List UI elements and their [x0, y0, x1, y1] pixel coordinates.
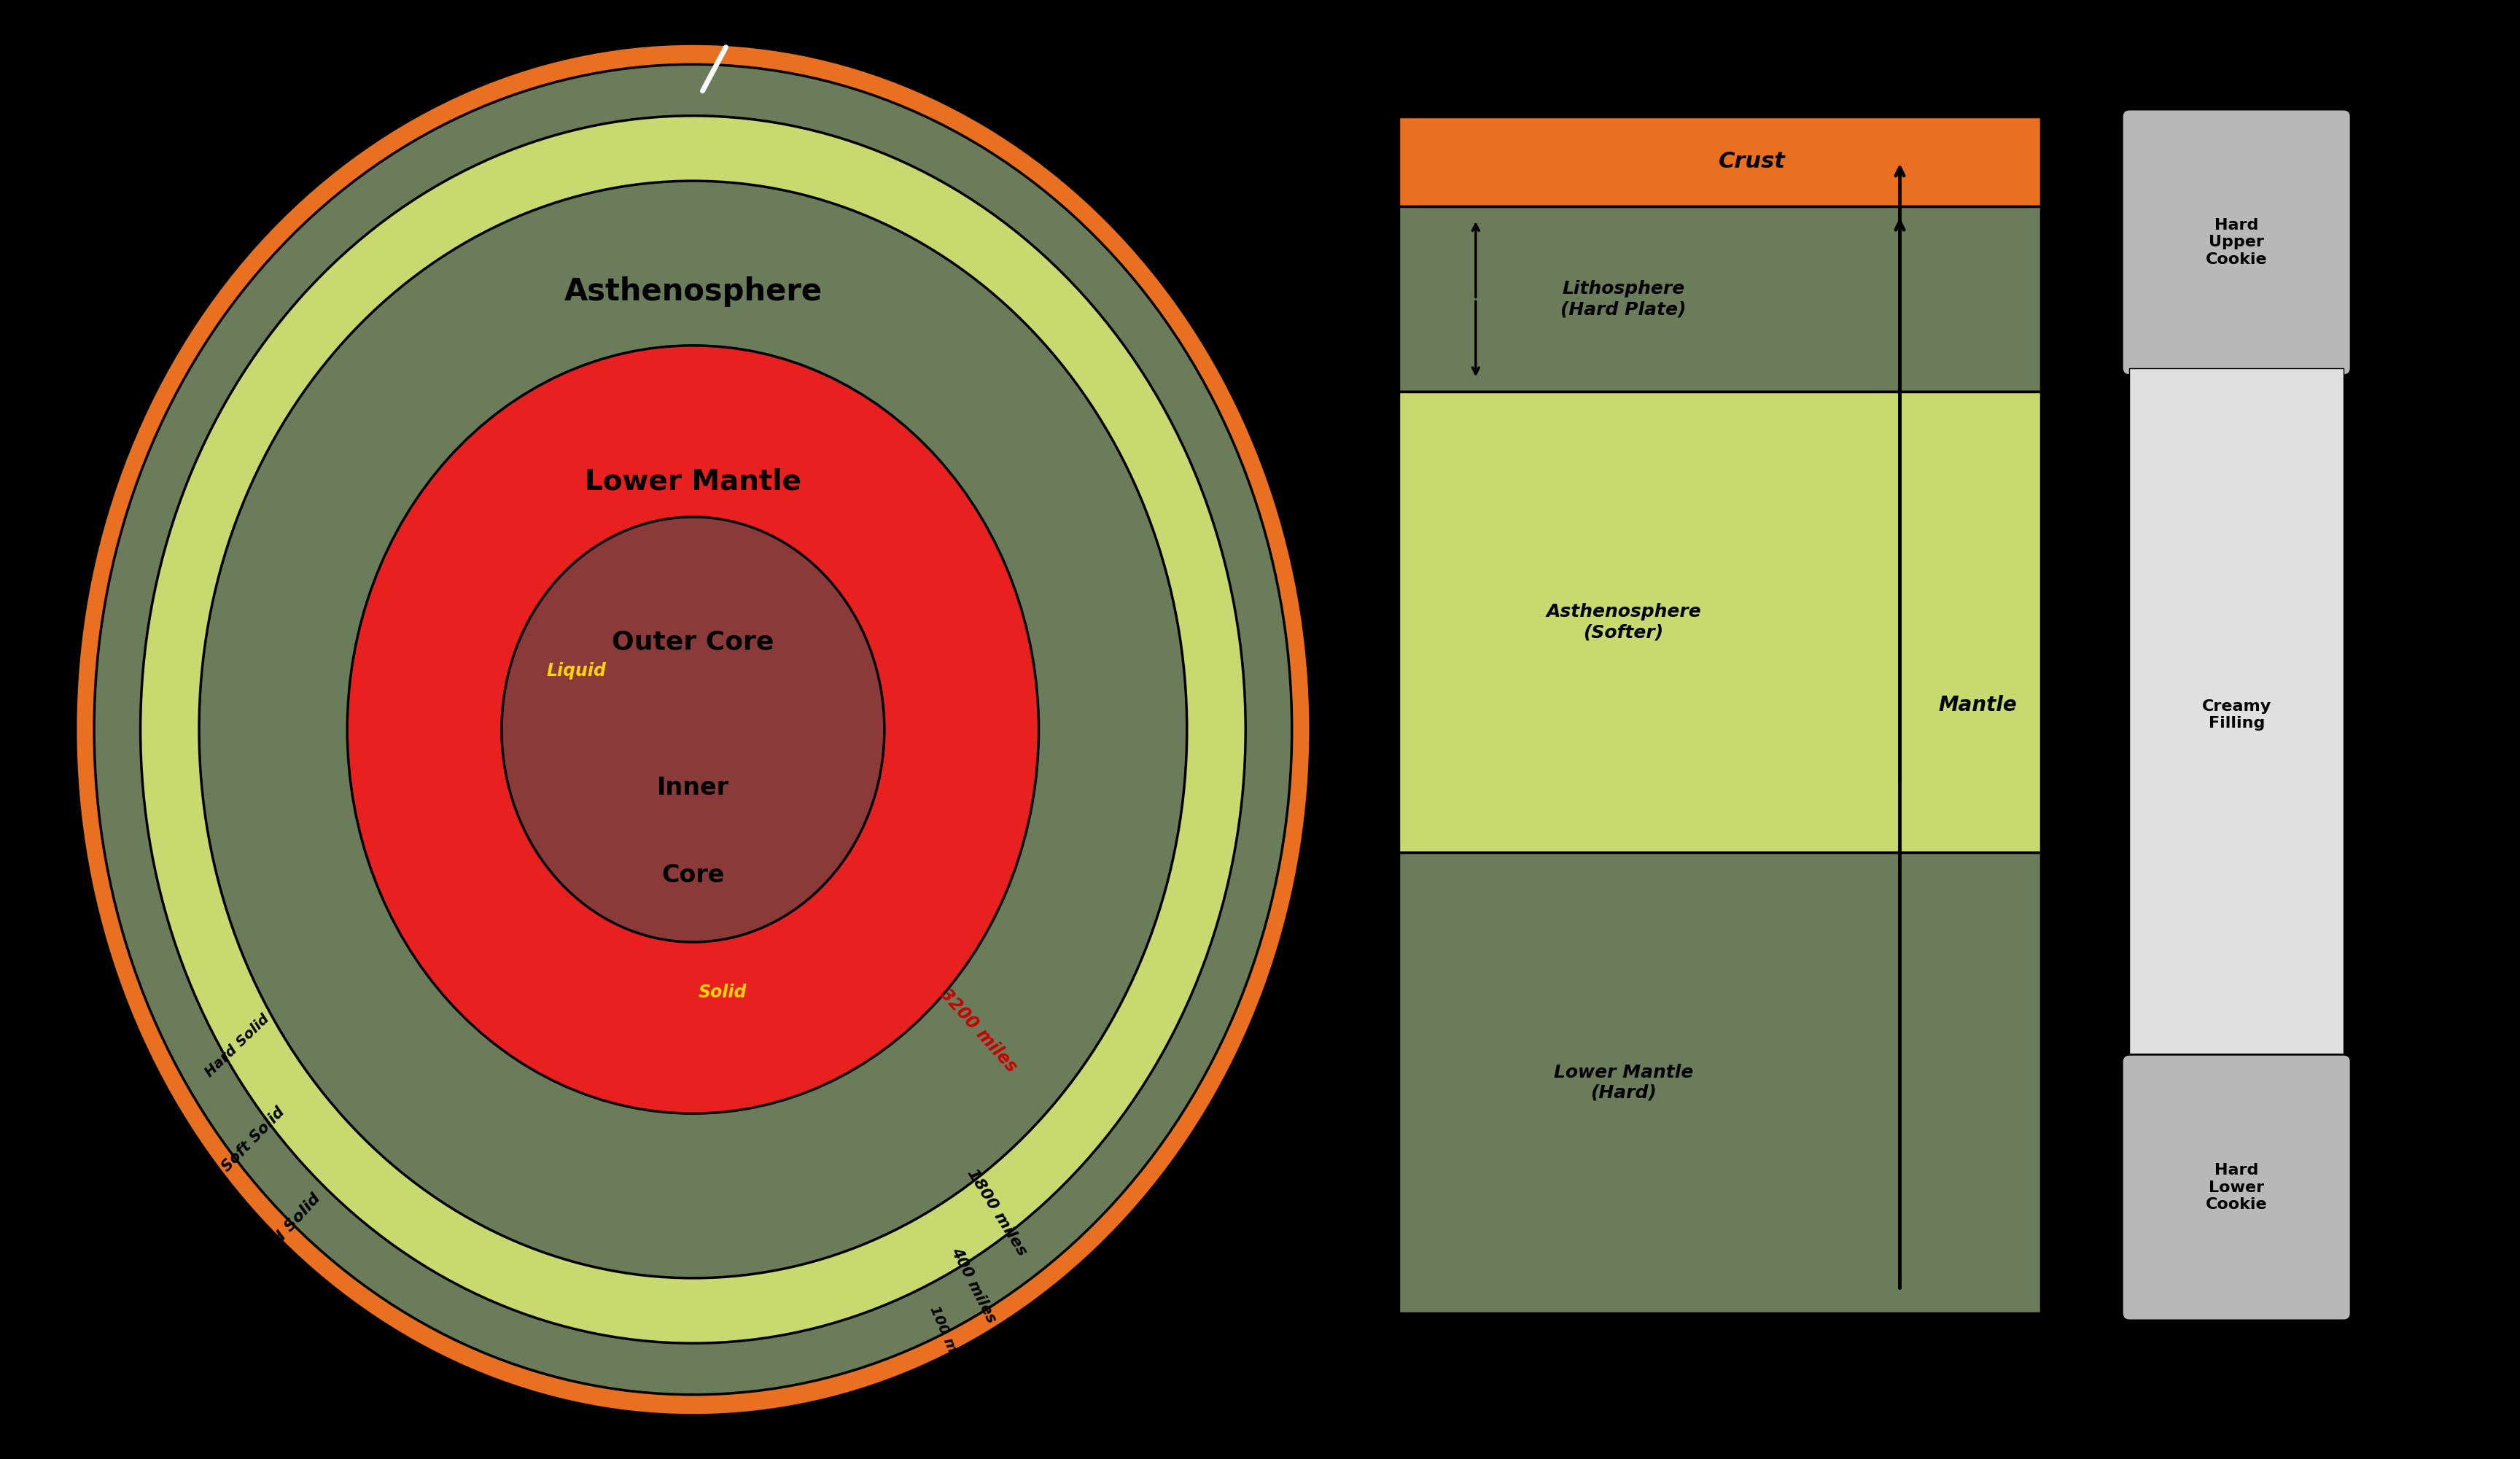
Text: Hard Solid: Hard Solid	[202, 1011, 272, 1080]
FancyBboxPatch shape	[2122, 1055, 2351, 1320]
Text: 400 miles: 400 miles	[948, 1246, 998, 1326]
Text: Asthenosphere: Asthenosphere	[564, 277, 822, 306]
Text: Lower Mantle
(Hard): Lower Mantle (Hard)	[1555, 1064, 1693, 1102]
Ellipse shape	[93, 64, 1293, 1395]
Text: Mantle: Mantle	[1938, 694, 2016, 715]
Bar	[2129, 368, 2344, 1062]
Ellipse shape	[501, 516, 885, 943]
Text: Lower Mantle: Lower Mantle	[585, 468, 801, 495]
Text: Solid: Solid	[698, 983, 746, 1001]
Text: Core: Core	[663, 864, 723, 887]
Text: Hard Solid: Hard Solid	[249, 1191, 323, 1272]
Text: 100 miles: 100 miles	[927, 1303, 970, 1380]
Ellipse shape	[348, 346, 1038, 1113]
FancyBboxPatch shape	[2122, 109, 2351, 375]
Bar	[1399, 392, 2041, 852]
Bar	[1399, 852, 2041, 1313]
Text: Hard
Lower
Cookie: Hard Lower Cookie	[2205, 1163, 2268, 1211]
Ellipse shape	[199, 181, 1187, 1278]
Text: Creamy
Filling: Creamy Filling	[2202, 699, 2271, 731]
Bar	[1399, 206, 2041, 392]
Ellipse shape	[76, 44, 1310, 1415]
Bar	[1399, 117, 2041, 206]
Text: Liquid: Liquid	[547, 662, 607, 680]
Text: Asthenosphere
(Softer): Asthenosphere (Softer)	[1545, 604, 1701, 641]
Text: Crust: Crust	[1719, 152, 1787, 172]
Text: Lithosphere
(Hard Plate): Lithosphere (Hard Plate)	[1560, 280, 1686, 318]
Text: 3200 miles: 3200 miles	[937, 985, 1021, 1075]
Text: Outer Core: Outer Core	[612, 630, 774, 654]
Text: Inner: Inner	[658, 776, 728, 800]
Text: 1800 miles: 1800 miles	[965, 1166, 1031, 1258]
Ellipse shape	[141, 115, 1245, 1344]
Text: Soft Solid: Soft Solid	[219, 1104, 287, 1174]
Text: Hard
Upper
Cookie: Hard Upper Cookie	[2205, 219, 2268, 267]
